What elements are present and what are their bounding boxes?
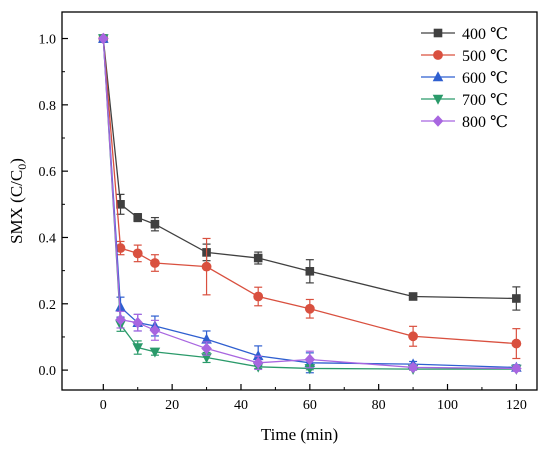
x-tick-label: 120 <box>506 398 527 413</box>
legend-label: 700 ℃ <box>462 92 508 109</box>
data-point <box>132 316 144 329</box>
legend-marker <box>432 115 444 127</box>
data-point <box>304 364 316 375</box>
data-point <box>201 342 212 355</box>
legend-item-4: 800 ℃ <box>421 114 508 131</box>
y-axis-title-close: ) <box>7 158 26 164</box>
data-point <box>132 248 143 259</box>
y-tick-label: 0.4 <box>39 231 57 246</box>
data-point <box>115 313 126 326</box>
data-point <box>512 294 521 303</box>
y-axis-title-subscript: 0 <box>15 164 29 170</box>
data-point <box>304 353 316 366</box>
data-point <box>115 243 126 253</box>
legend-item-2: 600 ℃ <box>421 70 508 87</box>
legend: 400 ℃ 500 ℃ 600 ℃ 700 ℃ 800 ℃ <box>421 26 508 131</box>
legend-marker <box>433 28 443 38</box>
data-point <box>407 361 419 374</box>
y-tick-label: 0.2 <box>39 298 57 313</box>
series-1 <box>98 33 522 360</box>
legend-label: 500 ℃ <box>462 48 508 65</box>
series-line <box>102 38 517 370</box>
data-point <box>201 333 212 344</box>
series-4 <box>98 32 522 375</box>
data-point <box>252 350 264 361</box>
y-tick-label: 0.8 <box>39 99 57 114</box>
legend-item-3: 700 ℃ <box>421 92 508 109</box>
plot-frame <box>61 11 538 391</box>
series-0 <box>99 34 521 311</box>
legend-item-0: 400 ℃ <box>421 26 508 43</box>
data-point <box>150 258 160 268</box>
data-point <box>253 291 264 302</box>
y-tick-label: 0.6 <box>39 165 57 180</box>
data-point <box>408 331 418 342</box>
legend-label: 800 ℃ <box>462 114 508 131</box>
x-tick-label: 80 <box>372 398 386 413</box>
x-tick-label: 100 <box>437 398 458 413</box>
x-tick-label: 20 <box>165 398 179 413</box>
x-axis-title: Time (min) <box>261 425 338 444</box>
data-point <box>150 219 160 229</box>
data-point <box>201 261 212 272</box>
data-point <box>132 343 144 354</box>
legend-marker <box>432 94 444 105</box>
legend-marker <box>432 71 444 82</box>
data-point <box>133 213 143 222</box>
series-layer <box>98 32 522 375</box>
legend-marker <box>433 50 443 60</box>
data-point <box>116 200 125 209</box>
legend-label: 600 ℃ <box>462 70 508 87</box>
series-3 <box>98 34 522 375</box>
data-point <box>408 292 418 301</box>
x-tick-label: 60 <box>303 398 317 413</box>
data-point <box>253 253 263 263</box>
legend-label: 400 ℃ <box>462 26 508 43</box>
data-point <box>511 362 522 375</box>
data-point <box>305 266 315 276</box>
data-point <box>252 357 264 369</box>
y-tick-label: 1.0 <box>39 33 57 48</box>
data-point <box>149 347 161 358</box>
data-point <box>149 324 161 337</box>
y-axis-title-group: SMX (C/C0) <box>7 158 29 244</box>
y-tick-label: 0.0 <box>39 364 57 379</box>
legend-item-1: 500 ℃ <box>421 48 508 65</box>
data-point <box>98 32 109 45</box>
data-point <box>115 301 126 312</box>
series-2 <box>98 32 522 374</box>
y-axis-title: SMX (C/C0) <box>7 158 29 244</box>
y-axis-title-main: SMX (C/C <box>7 170 26 244</box>
x-tick-label: 0 <box>100 398 107 413</box>
series-line <box>102 38 517 370</box>
axis-ticks: 0 20 40 60 80 100 120 0.0 0.2 0.4 0.6 0.8 1.0 <box>39 33 527 413</box>
data-point <box>304 303 315 314</box>
data-point <box>511 338 522 349</box>
x-tick-label: 40 <box>234 398 248 413</box>
